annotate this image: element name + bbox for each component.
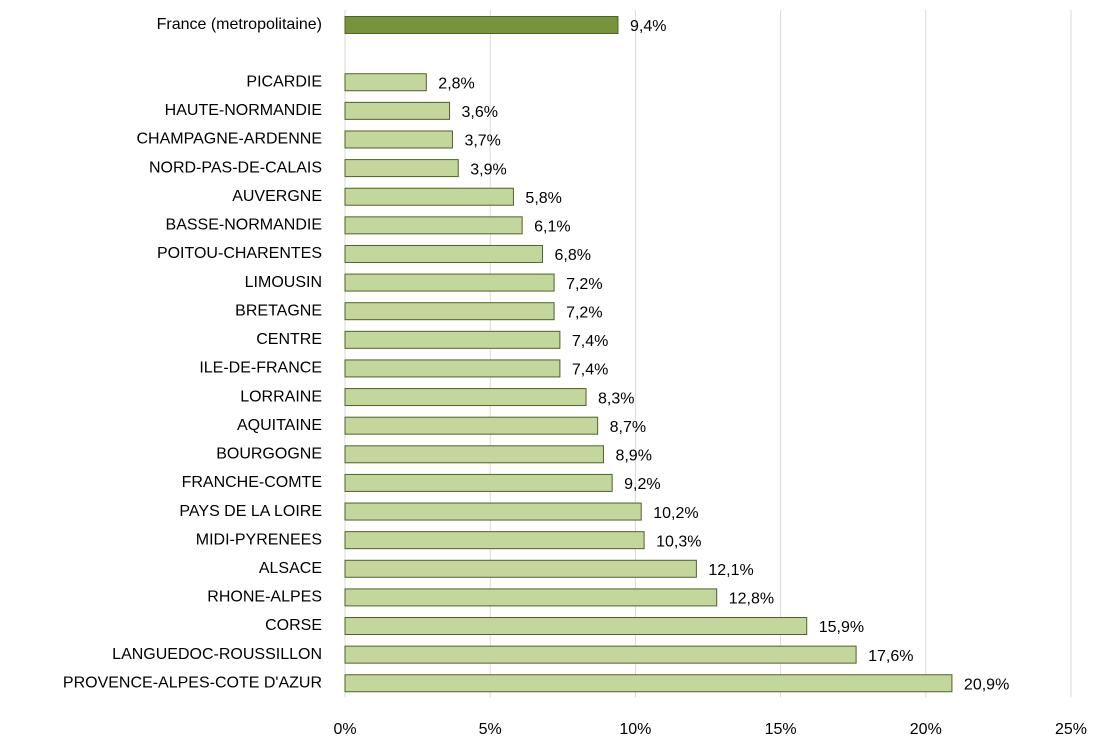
value-label: 7,4% [572,362,608,379]
bar [344,73,427,92]
bar [344,617,808,636]
category-label: AQUITAINE [237,417,322,434]
value-label: 20,9% [964,676,1009,693]
bar [344,130,453,149]
value-label: 3,7% [464,133,500,150]
category-label: LIMOUSIN [245,274,322,291]
bar [344,588,718,607]
value-label: 9,2% [624,476,660,493]
category-label: POITOU-CHARENTES [157,245,322,262]
bar [344,216,523,235]
category-label: France (metropolitaine) [157,16,322,33]
value-label: 9,4% [630,18,666,35]
bar [344,531,645,550]
x-tick-label: 25% [1055,721,1087,738]
category-label: LORRAINE [240,388,322,405]
value-label: 8,7% [610,419,646,436]
category-label: BASSE-NORMANDIE [166,217,322,234]
bar [344,302,555,321]
category-label: RHONE-ALPES [207,589,322,606]
category-label: CHAMPAGNE-ARDENNE [137,131,323,148]
value-label: 7,2% [566,276,602,293]
category-label: LANGUEDOC-ROUSSILLON [112,646,322,663]
category-label: ILE-DE-FRANCE [199,360,322,377]
value-label: 12,1% [708,562,753,579]
category-label: NORD-PAS-DE-CALAIS [149,159,322,176]
value-label: 3,9% [470,161,506,178]
value-label: 6,8% [554,247,590,264]
bar [344,416,599,435]
bar [344,388,587,407]
value-label: 10,3% [656,533,701,550]
value-label: 17,6% [868,648,913,665]
bar [344,330,561,349]
bar [344,559,697,578]
value-label: 15,9% [819,619,864,636]
x-tick-label: 15% [765,721,797,738]
bar [344,645,857,664]
x-tick-label: 5% [479,721,502,738]
category-label: PICARDIE [246,73,322,90]
category-label: AUVERGNE [232,188,322,205]
value-label: 3,6% [462,104,498,121]
bar [344,244,543,263]
value-label: 12,8% [729,591,774,608]
x-tick-label: 10% [619,721,651,738]
category-label: BRETAGNE [235,302,322,319]
bar [344,273,555,292]
value-label: 2,8% [438,75,474,92]
value-label: 7,2% [566,304,602,321]
bar [344,16,619,34]
x-tick-label: 20% [910,721,942,738]
value-label: 7,4% [572,333,608,350]
value-label: 8,3% [598,390,634,407]
category-label: PROVENCE-ALPES-COTE D'AZUR [63,674,322,691]
bar [344,159,459,178]
category-label: PAYS DE LA LOIRE [179,503,322,520]
category-label: MIDI-PYRENEES [196,531,322,548]
bar [344,187,514,206]
category-label: ALSACE [259,560,322,577]
bar [344,674,953,693]
category-label: CORSE [265,617,322,634]
value-label: 5,8% [525,190,561,207]
bar [344,445,604,464]
value-label: 10,2% [653,505,698,522]
category-label: CENTRE [256,331,322,348]
bar [344,359,561,378]
category-label: HAUTE-NORMANDIE [165,102,322,119]
x-tick-label: 0% [333,721,356,738]
category-label: FRANCHE-COMTE [182,474,322,491]
value-label: 8,9% [615,448,651,465]
value-label: 6,1% [534,219,570,236]
bar [344,101,451,120]
bar [344,502,642,521]
category-label: BOURGOGNE [216,446,322,463]
bar [344,473,613,492]
